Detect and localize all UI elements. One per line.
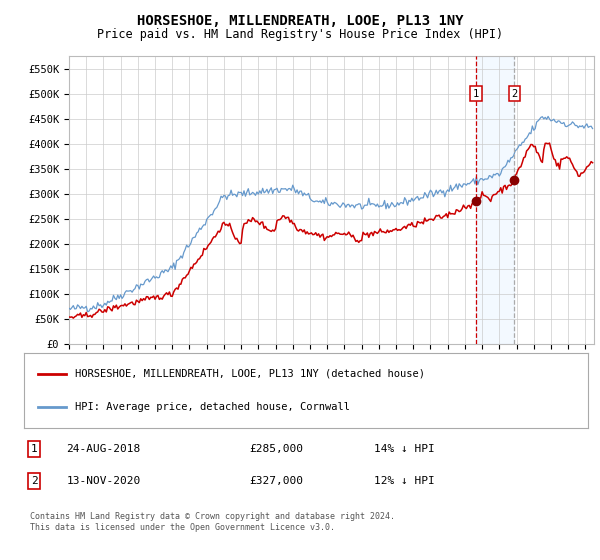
Bar — [476, 56, 514, 344]
Text: £327,000: £327,000 — [250, 476, 304, 486]
Text: HORSESHOE, MILLENDREATH, LOOE, PL13 1NY: HORSESHOE, MILLENDREATH, LOOE, PL13 1NY — [137, 14, 463, 28]
Text: HORSESHOE, MILLENDREATH, LOOE, PL13 1NY (detached house): HORSESHOE, MILLENDREATH, LOOE, PL13 1NY … — [75, 369, 425, 379]
Text: 2: 2 — [511, 88, 517, 99]
Text: 13-NOV-2020: 13-NOV-2020 — [66, 476, 140, 486]
Text: 2: 2 — [31, 476, 38, 486]
Text: Price paid vs. HM Land Registry's House Price Index (HPI): Price paid vs. HM Land Registry's House … — [97, 28, 503, 41]
Text: Contains HM Land Registry data © Crown copyright and database right 2024.
This d: Contains HM Land Registry data © Crown c… — [30, 512, 395, 532]
Text: 24-AUG-2018: 24-AUG-2018 — [66, 444, 140, 454]
Text: 1: 1 — [473, 88, 479, 99]
Text: 12% ↓ HPI: 12% ↓ HPI — [374, 476, 434, 486]
Text: HPI: Average price, detached house, Cornwall: HPI: Average price, detached house, Corn… — [75, 402, 350, 412]
Text: £285,000: £285,000 — [250, 444, 304, 454]
Text: 14% ↓ HPI: 14% ↓ HPI — [374, 444, 434, 454]
Text: 1: 1 — [31, 444, 38, 454]
